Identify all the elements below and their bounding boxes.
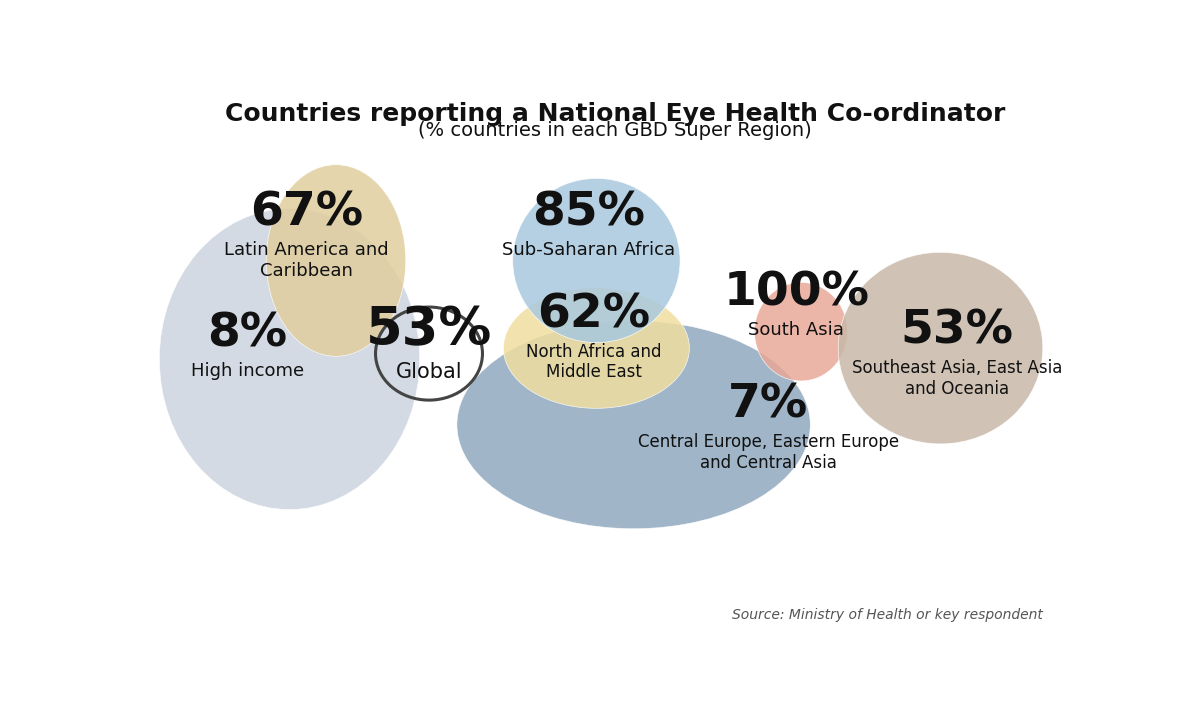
Text: (% countries in each GBD Super Region): (% countries in each GBD Super Region) [418,121,812,140]
Ellipse shape [838,252,1043,444]
Text: 85%: 85% [533,191,646,236]
Ellipse shape [504,288,690,408]
Ellipse shape [266,165,406,356]
Text: 7%: 7% [728,383,809,427]
Text: 8%: 8% [208,311,288,356]
Text: 53%: 53% [901,309,1014,353]
Text: Latin America and
Caribbean: Latin America and Caribbean [224,241,389,280]
Text: Countries reporting a National Eye Health Co-ordinator: Countries reporting a National Eye Healt… [224,102,1006,126]
Text: 53%: 53% [366,304,492,356]
Text: 67%: 67% [250,191,362,236]
Text: Global: Global [396,362,462,382]
Text: Central Europe, Eastern Europe
and Central Asia: Central Europe, Eastern Europe and Centr… [638,433,899,472]
Text: Southeast Asia, East Asia
and Oceania: Southeast Asia, East Asia and Oceania [852,359,1062,398]
Text: 62%: 62% [538,292,650,337]
Text: North Africa and
Middle East: North Africa and Middle East [526,343,661,381]
Text: Source: Ministry of Health or key respondent: Source: Ministry of Health or key respon… [732,608,1043,622]
Text: Sub-Saharan Africa: Sub-Saharan Africa [503,241,676,260]
Text: High income: High income [191,362,305,380]
Ellipse shape [160,208,420,510]
Text: South Asia: South Asia [749,321,845,338]
Ellipse shape [512,178,680,343]
Ellipse shape [457,321,810,529]
Text: 100%: 100% [724,270,869,315]
Ellipse shape [755,282,847,381]
